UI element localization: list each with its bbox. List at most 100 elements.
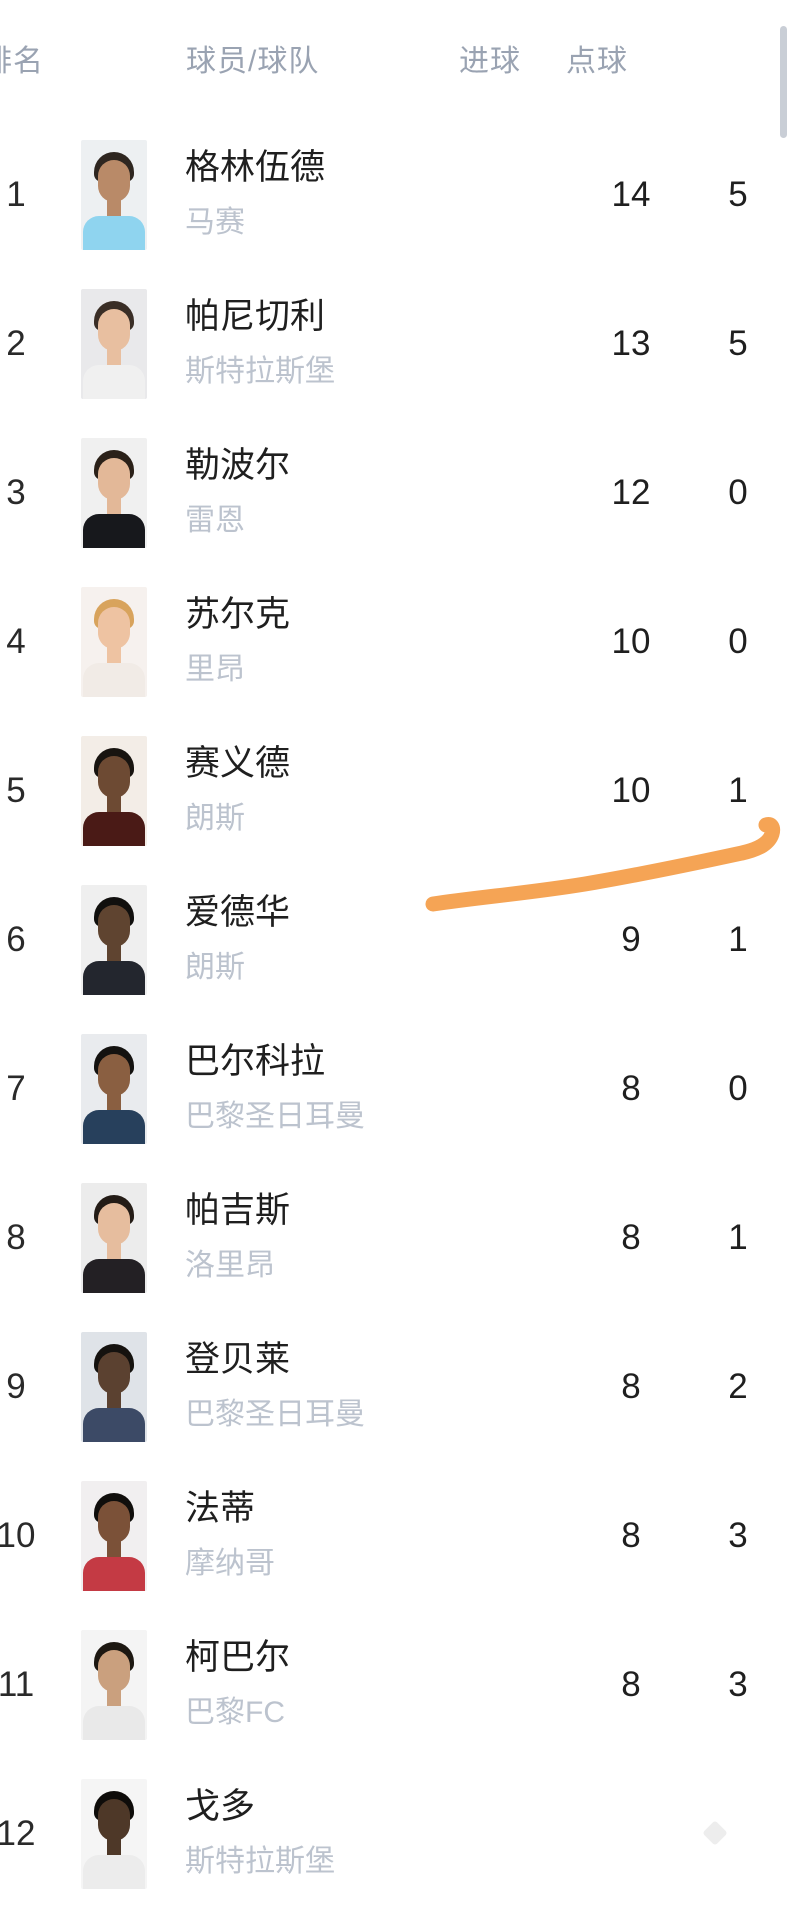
team-name[interactable]: 巴黎圣日耳曼 — [185, 1398, 365, 1432]
table-row[interactable]: 6 爱德华 朗斯 9 1 — [0, 865, 788, 1014]
rank-cell: 4 — [6, 621, 26, 661]
team-name[interactable]: 摩纳哥 — [185, 1547, 275, 1581]
table-row[interactable]: 7 巴尔科拉 巴黎圣日耳曼 8 0 — [0, 1014, 788, 1163]
player-name[interactable]: 柯巴尔 — [185, 1637, 291, 1677]
goals-cell: 8 — [621, 1068, 641, 1108]
player-name[interactable]: 帕尼切利 — [185, 296, 326, 336]
goals-cell: 8 — [621, 1515, 641, 1555]
photo-face — [98, 308, 130, 351]
photo-face — [98, 159, 130, 202]
player-photo — [81, 586, 147, 697]
team-name[interactable]: 洛里昂 — [185, 1249, 275, 1283]
photo-shirt — [83, 513, 145, 548]
player-name[interactable]: 登贝莱 — [185, 1339, 291, 1379]
photo-shirt — [83, 1705, 145, 1740]
photo-face — [98, 457, 130, 500]
team-name[interactable]: 朗斯 — [185, 802, 245, 836]
photo-neck — [107, 942, 121, 961]
header-penalties[interactable]: 点球 — [566, 45, 628, 78]
rank-cell: 6 — [6, 919, 26, 959]
goals-cell: 13 — [611, 323, 651, 363]
photo-neck — [107, 1389, 121, 1408]
player-photo — [81, 884, 147, 995]
photo-neck — [107, 197, 121, 216]
team-name[interactable]: 斯特拉斯堡 — [185, 355, 335, 389]
photo-shirt — [83, 811, 145, 846]
penalties-cell: 3 — [728, 1515, 748, 1555]
player-team-cell: 勒波尔 雷恩 — [185, 446, 581, 539]
header-player-team: 球员/球队 — [186, 45, 320, 78]
photo-neck — [107, 1091, 121, 1110]
player-photo — [81, 1331, 147, 1442]
player-name[interactable]: 赛义德 — [185, 743, 291, 783]
table-row[interactable]: 12 戈多 斯特拉斯堡 — [0, 1759, 788, 1908]
photo-shirt — [83, 1109, 145, 1144]
team-name[interactable]: 巴黎圣日耳曼 — [185, 1100, 365, 1134]
player-team-cell: 赛义德 朗斯 — [185, 744, 581, 837]
player-team-cell: 帕尼切利 斯特拉斯堡 — [185, 297, 581, 390]
scorer-table: 1 格林伍德 马赛 14 5 2 帕尼切利 斯特拉斯堡 13 5 3 — [0, 120, 788, 1908]
player-name[interactable]: 勒波尔 — [185, 445, 291, 485]
player-team-cell: 爱德华 朗斯 — [185, 893, 581, 986]
player-photo — [81, 288, 147, 399]
player-name[interactable]: 法蒂 — [185, 1488, 256, 1528]
player-name[interactable]: 戈多 — [185, 1786, 256, 1826]
table-row[interactable]: 4 苏尔克 里昂 10 0 — [0, 567, 788, 716]
team-name[interactable]: 巴黎FC — [185, 1696, 285, 1730]
player-name[interactable]: 爱德华 — [185, 892, 291, 932]
photo-face — [98, 606, 130, 649]
table-row[interactable]: 3 勒波尔 雷恩 12 0 — [0, 418, 788, 567]
photo-neck — [107, 793, 121, 812]
goals-cell: 8 — [621, 1217, 641, 1257]
table-row[interactable]: 9 登贝莱 巴黎圣日耳曼 8 2 — [0, 1312, 788, 1461]
table-row[interactable]: 2 帕尼切利 斯特拉斯堡 13 5 — [0, 269, 788, 418]
photo-face — [98, 1649, 130, 1692]
photo-neck — [107, 1836, 121, 1855]
table-header: 排名 球员/球队 进球 点球 — [0, 0, 788, 138]
goals-cell: 8 — [621, 1366, 641, 1406]
photo-shirt — [83, 1556, 145, 1591]
table-row[interactable]: 1 格林伍德 马赛 14 5 — [0, 120, 788, 269]
player-photo — [81, 139, 147, 250]
rank-cell: 1 — [6, 174, 26, 214]
team-name[interactable]: 马赛 — [185, 206, 245, 240]
header-goals[interactable]: 进球 — [459, 45, 521, 78]
penalties-cell: 5 — [728, 174, 748, 214]
table-row[interactable]: 11 柯巴尔 巴黎FC 8 3 — [0, 1610, 788, 1759]
photo-face — [98, 904, 130, 947]
penalties-cell: 0 — [728, 621, 748, 661]
photo-neck — [107, 495, 121, 514]
goals-cell: 14 — [611, 174, 651, 214]
photo-neck — [107, 1687, 121, 1706]
penalties-cell: 1 — [728, 770, 748, 810]
photo-face — [98, 1053, 130, 1096]
photo-shirt — [83, 960, 145, 995]
team-name[interactable]: 雷恩 — [185, 504, 245, 538]
player-name[interactable]: 巴尔科拉 — [185, 1041, 326, 1081]
photo-face — [98, 1351, 130, 1394]
team-name[interactable]: 斯特拉斯堡 — [185, 1845, 335, 1879]
rank-cell: 9 — [6, 1366, 26, 1406]
rank-cell: 2 — [6, 323, 26, 363]
player-photo — [81, 1629, 147, 1740]
player-name[interactable]: 帕吉斯 — [185, 1190, 291, 1230]
player-photo — [81, 1778, 147, 1889]
player-team-cell: 格林伍德 马赛 — [185, 148, 581, 241]
player-team-cell: 戈多 斯特拉斯堡 — [185, 1787, 581, 1880]
penalties-cell: 5 — [728, 323, 748, 363]
player-photo — [81, 1480, 147, 1591]
penalties-cell: 3 — [728, 1664, 748, 1704]
table-row[interactable]: 10 法蒂 摩纳哥 8 3 — [0, 1461, 788, 1610]
team-name[interactable]: 里昂 — [185, 653, 245, 687]
player-name[interactable]: 苏尔克 — [185, 594, 291, 634]
player-name[interactable]: 格林伍德 — [185, 147, 326, 187]
player-photo — [81, 437, 147, 548]
goals-cell: 10 — [611, 770, 651, 810]
photo-shirt — [83, 215, 145, 250]
goals-cell: 9 — [621, 919, 641, 959]
team-name[interactable]: 朗斯 — [185, 951, 245, 985]
scrollbar-thumb[interactable] — [780, 26, 787, 138]
rank-cell: 12 — [0, 1813, 36, 1853]
table-row[interactable]: 5 赛义德 朗斯 10 1 — [0, 716, 788, 865]
table-row[interactable]: 8 帕吉斯 洛里昂 8 1 — [0, 1163, 788, 1312]
